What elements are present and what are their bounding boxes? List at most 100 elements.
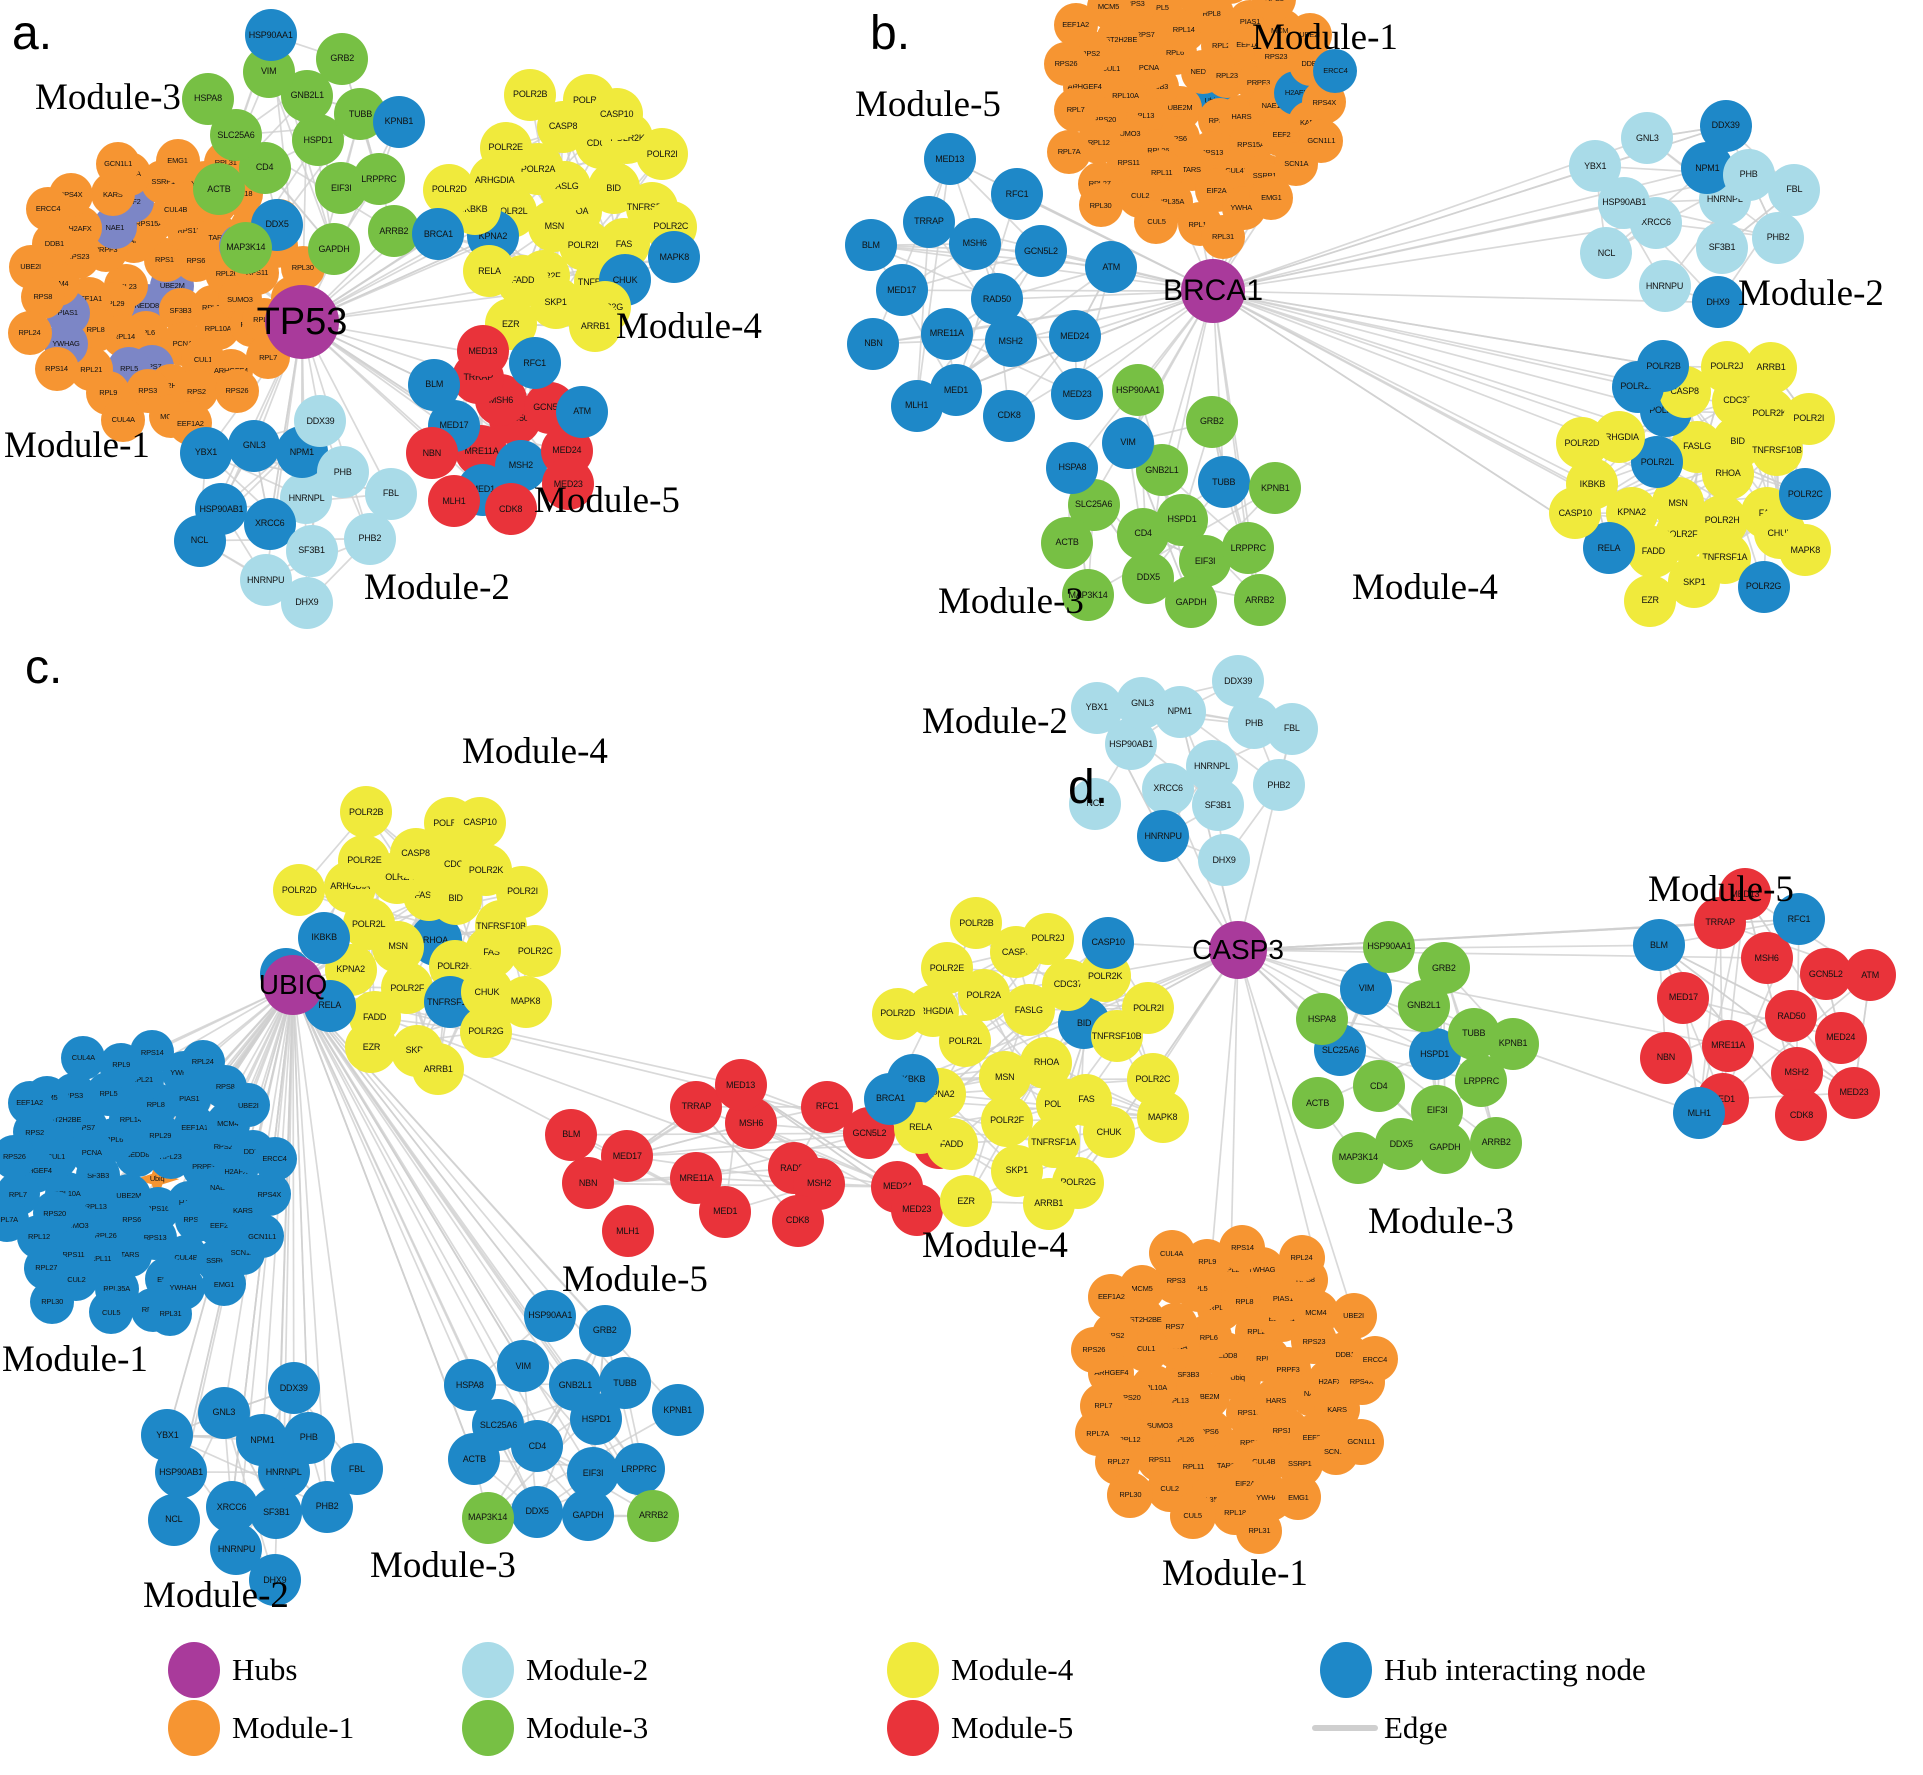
node-arrb2[interactable]: ARRB2 [367,205,420,258]
node-ybx1[interactable]: YBX1 [141,1409,194,1462]
node-rela[interactable]: RELA [463,245,516,298]
node-hsp90aa1[interactable]: HSP90AA1 [524,1289,577,1342]
node-rfc1[interactable]: RFC1 [508,337,561,390]
node-ercc4[interactable]: ERCC4 [1351,1336,1398,1383]
node-rpl30[interactable]: RPL30 [1107,1471,1154,1518]
node-gcn1l1[interactable]: GCN1L1 [96,141,141,186]
node-polr2c[interactable]: POLR2C [509,925,562,978]
node-mapk8[interactable]: MAPK8 [648,231,701,284]
node-map3k14[interactable]: MAP3K14 [1062,569,1115,622]
node-kpnb1[interactable]: KPNB1 [1487,1017,1540,1070]
node-rpl24[interactable]: RPL24 [7,310,52,355]
node-arrb1[interactable]: ARRB1 [1745,341,1798,394]
node-phb2[interactable]: PHB2 [1252,759,1305,812]
node-ncl[interactable]: NCL [1580,227,1633,280]
node-grb2[interactable]: GRB2 [316,32,369,85]
node-polr2d[interactable]: POLR2D [871,987,924,1040]
node-skp1[interactable]: SKP1 [1668,556,1721,609]
node-polr2d[interactable]: POLR2D [423,163,476,216]
node-vim[interactable]: VIM [1102,416,1155,469]
node-ube2i[interactable]: UBE2I [226,1083,271,1128]
node-rps8[interactable]: RPS8 [1252,0,1297,21]
node-lrpprc[interactable]: LRPPRC [352,153,405,206]
node-polr2g[interactable]: POLR2G [1737,560,1790,613]
node-rps14[interactable]: RPS14 [34,347,79,392]
node-hsp90aa1[interactable]: HSP90AA1 [1363,920,1416,973]
node-rpl24[interactable]: RPL24 [180,1039,225,1084]
node-gnl3[interactable]: GNL3 [1116,677,1169,730]
node-gapdh[interactable]: GAPDH [561,1489,614,1542]
node-fbl[interactable]: FBL [1265,702,1318,755]
node-trrap[interactable]: TRRAP [902,195,955,248]
node-tubb[interactable]: TUBB [1197,456,1250,509]
node-fbl[interactable]: FBL [364,467,417,520]
node-eef1a2[interactable]: EEF1A2 [7,1080,52,1125]
node-sf3b1[interactable]: SF3B1 [1191,779,1244,832]
node-rad50[interactable]: RAD50 [1765,990,1818,1043]
node-cul5[interactable]: CUL5 [1169,1492,1216,1539]
node-fbl[interactable]: FBL [330,1443,383,1496]
node-rps14[interactable]: RPS14 [130,1030,175,1075]
node-cul4a[interactable]: CUL4A [101,398,146,443]
node-casp10[interactable]: CASP10 [454,796,506,849]
node-mapk8[interactable]: MAPK8 [499,975,552,1028]
node-rfc1[interactable]: RFC1 [801,1080,854,1133]
node-grb2[interactable]: GRB2 [1185,395,1238,448]
node-polr2i[interactable]: POLR2I [636,128,689,181]
node-med13[interactable]: MED13 [714,1059,767,1112]
node-kpnb1[interactable]: KPNB1 [372,95,425,148]
node-phb[interactable]: PHB [1722,148,1775,201]
node-ddx39[interactable]: DDX39 [1699,99,1752,152]
node-arrb1[interactable]: ARRB1 [412,1043,465,1096]
node-ercc4[interactable]: ERCC4 [26,186,71,231]
hub-node-ubiq[interactable]: UBIQ [259,955,327,1015]
node-rpl7a[interactable]: RPL7A [1047,129,1092,174]
node-map3k14[interactable]: MAP3K14 [219,221,272,274]
node-gcn1l1[interactable]: GCN1L1 [240,1214,285,1259]
node-rps26[interactable]: RPS26 [1043,41,1088,86]
node-polr2e[interactable]: POLR2E [338,834,391,887]
node-rpl24[interactable]: RPL24 [1241,0,1286,1]
node-gapdh[interactable]: GAPDH [308,223,360,275]
node-med17[interactable]: MED17 [1657,971,1710,1024]
node-lrpprc[interactable]: LRPPRC [612,1443,665,1496]
node-ddx39[interactable]: DDX39 [1212,655,1265,708]
node-arrb1[interactable]: ARRB1 [1022,1177,1075,1230]
node-med13[interactable]: MED13 [923,133,976,186]
node-grb2[interactable]: GRB2 [578,1304,631,1357]
node-gnb2l1[interactable]: GNB2L1 [549,1359,602,1412]
node-hspa8[interactable]: HSPA8 [1046,441,1099,494]
node-ikbkb[interactable]: IKBKB [298,911,351,964]
node-med23[interactable]: MED23 [542,458,595,511]
node-ube2i[interactable]: UBE2I [1287,12,1332,57]
node-polr2i[interactable]: POLR2I [496,865,549,918]
hub-node-tp53[interactable]: TP53 [257,285,347,359]
node-dhx9[interactable]: DHX9 [1198,834,1251,887]
node-ddx5[interactable]: DDX5 [511,1485,564,1538]
node-ddx39[interactable]: DDX39 [294,395,347,448]
node-cdk8[interactable]: CDK8 [484,483,537,536]
node-casp10[interactable]: CASP10 [590,88,643,141]
node-kpnb1[interactable]: KPNB1 [651,1384,704,1437]
node-msn[interactable]: MSN [978,1051,1031,1104]
node-mlh1[interactable]: MLH1 [601,1205,654,1258]
node-polr2j[interactable]: POLR2J [1700,340,1753,393]
node-gcn1l1[interactable]: GCN1L1 [1299,118,1344,163]
node-emg1[interactable]: EMG1 [155,138,200,183]
node-emg1[interactable]: EMG1 [1275,1474,1322,1521]
node-cd4[interactable]: CD4 [1352,1060,1405,1113]
node-med13[interactable]: MED13 [1718,868,1771,921]
node-mlh1[interactable]: MLH1 [427,475,480,528]
node-rpl24[interactable]: RPL24 [1278,1234,1325,1281]
node-rpl7a[interactable]: RPL7A [1074,1410,1121,1457]
node-hnrnpu[interactable]: HNRNPU [1137,810,1190,863]
node-actb[interactable]: ACTB [192,163,245,216]
node-brca1[interactable]: BRCA1 [412,208,465,261]
node-cdk8[interactable]: CDK8 [983,389,1036,442]
node-brca1[interactable]: BRCA1 [864,1072,917,1125]
node-gnl3[interactable]: GNL3 [228,419,281,472]
node-cul4a[interactable]: CUL4A [1148,1230,1195,1277]
node-rpl30[interactable]: RPL30 [1078,183,1123,228]
node-lrpprc[interactable]: LRPPRC [1222,522,1275,575]
node-mlh1[interactable]: MLH1 [890,379,943,432]
